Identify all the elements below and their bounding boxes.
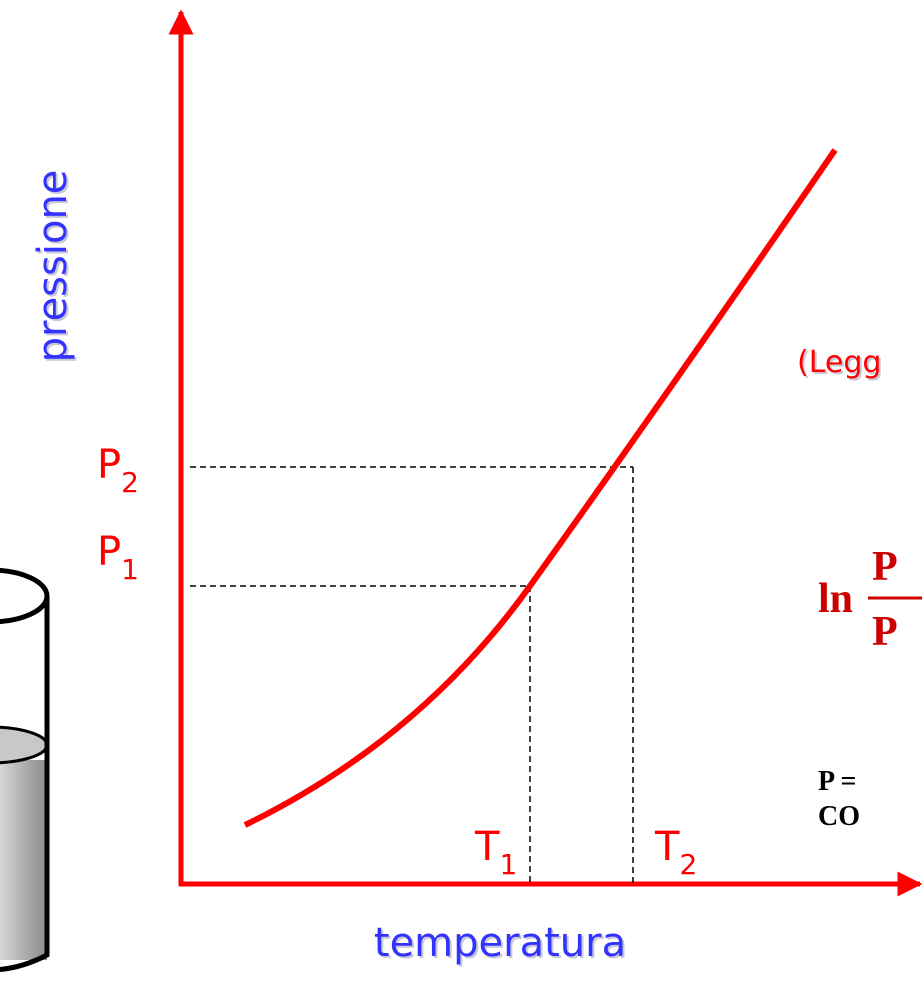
ln: ln [818,576,853,622]
symbol: P [97,529,121,575]
subscript: 1 [121,553,139,586]
beaker [0,570,47,970]
x-label: temperatura [374,920,626,966]
diagram: pressione pressione temperatura temperat… [0,0,922,992]
subscript: 1 [499,848,517,881]
formula-line-2: CO [818,801,860,832]
subscript: 2 [121,466,139,499]
subscript: 2 [679,848,697,881]
law: (Legg [797,345,881,380]
y-label: pressione [30,170,76,363]
numerator: P [872,544,898,590]
p1-label: P1 [97,529,139,586]
symbol: T [654,824,680,870]
symbol: P [97,442,121,488]
symbol: T [474,824,500,870]
p2-label: P2 [97,442,139,499]
denominator: P [872,609,898,655]
t1-label: T1 [474,824,517,881]
formula-line-1: P = [818,766,857,797]
vapor-curve [245,150,835,825]
t2-label: T2 [654,824,697,881]
